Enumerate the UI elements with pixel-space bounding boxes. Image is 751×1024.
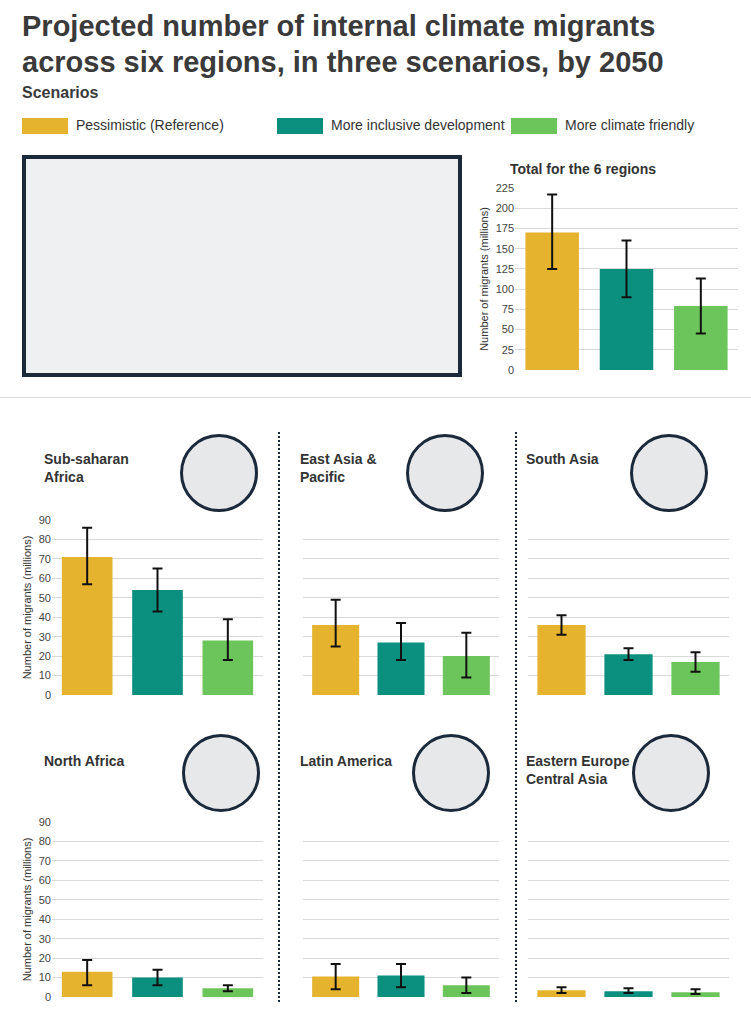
html-text:More inclusive development: More inclusive development bbox=[331, 117, 505, 133]
html-text:Projected number of internal c: Projected number of internal climate mig… bbox=[22, 10, 664, 78]
svg-text:70: 70 bbox=[39, 553, 51, 565]
svg-text:20: 20 bbox=[39, 650, 51, 662]
html-text:Latin America: Latin America bbox=[300, 753, 393, 769]
svg-text:10: 10 bbox=[39, 669, 51, 681]
html-text:Scenarios: Scenarios bbox=[22, 84, 99, 101]
svg-text:75: 75 bbox=[502, 303, 514, 315]
svg-text:Number of migrants (millions): Number of migrants (millions) bbox=[21, 838, 33, 982]
svg-text:40: 40 bbox=[39, 913, 51, 925]
svg-text:50: 50 bbox=[39, 592, 51, 604]
svg-text:150: 150 bbox=[496, 243, 514, 255]
svg-text:Number of migrants (millions): Number of migrants (millions) bbox=[478, 207, 490, 351]
svg-text:80: 80 bbox=[39, 835, 51, 847]
svg-text:70: 70 bbox=[39, 855, 51, 867]
svg-text:175: 175 bbox=[496, 222, 514, 234]
svg-text:125: 125 bbox=[496, 263, 514, 275]
svg-text:80: 80 bbox=[39, 533, 51, 545]
svg-text:20: 20 bbox=[39, 952, 51, 964]
svg-text:60: 60 bbox=[39, 874, 51, 886]
svg-text:25: 25 bbox=[502, 344, 514, 356]
html-text:North Africa: North Africa bbox=[44, 753, 125, 769]
svg-text:30: 30 bbox=[39, 933, 51, 945]
svg-text:50: 50 bbox=[502, 323, 514, 335]
html-text:More climate friendly: More climate friendly bbox=[565, 117, 695, 133]
html-text:Total for the 6 regions: Total for the 6 regions bbox=[510, 161, 656, 177]
html-text:South Asia: South Asia bbox=[526, 451, 599, 467]
html-text:Pessimistic (Reference): Pessimistic (Reference) bbox=[76, 117, 224, 133]
html-text:Sub-saharan Africa: Sub-saharan Africa bbox=[44, 451, 129, 485]
svg-text:60: 60 bbox=[39, 572, 51, 584]
html-text:Eastern Europe & Central Asia: Eastern Europe & Central Asia bbox=[526, 753, 644, 787]
svg-text:225: 225 bbox=[496, 182, 514, 194]
svg-text:100: 100 bbox=[496, 283, 514, 295]
svg-text:200: 200 bbox=[496, 202, 514, 214]
svg-text:10: 10 bbox=[39, 971, 51, 983]
svg-text:50: 50 bbox=[39, 894, 51, 906]
svg-text:Number of migrants (millions): Number of migrants (millions) bbox=[21, 536, 33, 680]
svg-text:30: 30 bbox=[39, 631, 51, 643]
svg-text:0: 0 bbox=[508, 364, 514, 376]
svg-text:0: 0 bbox=[45, 689, 51, 701]
html-text:East Asia & Pacific: East Asia & Pacific bbox=[300, 451, 377, 485]
svg-text:90: 90 bbox=[39, 514, 51, 526]
svg-text:0: 0 bbox=[45, 991, 51, 1003]
svg-text:40: 40 bbox=[39, 611, 51, 623]
svg-text:90: 90 bbox=[39, 816, 51, 828]
